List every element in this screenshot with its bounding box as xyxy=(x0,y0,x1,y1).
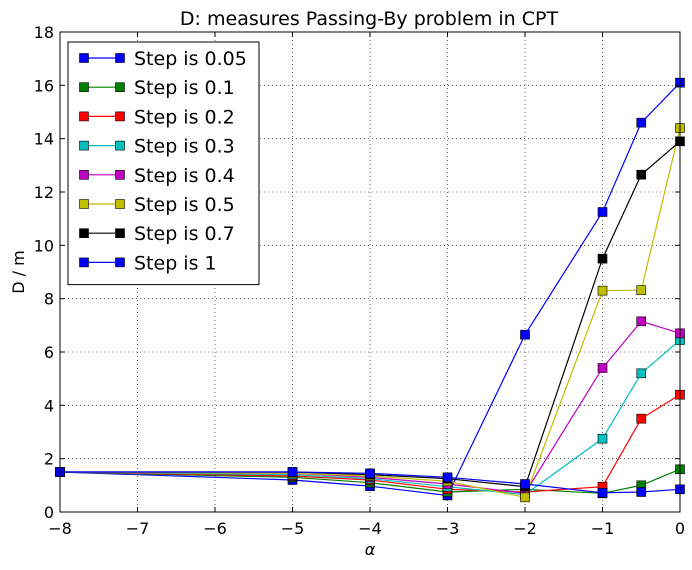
data-point xyxy=(597,363,608,373)
data-point xyxy=(636,117,647,128)
legend-item: Step is 0.1 xyxy=(79,77,235,99)
x-tick-label: 0 xyxy=(675,519,685,538)
x-tick-label: −4 xyxy=(358,519,382,538)
legend-marker xyxy=(115,53,125,63)
grid-lines xyxy=(60,32,680,512)
legend-marker xyxy=(115,140,125,151)
legend-item: Step is 0.5 xyxy=(79,194,235,216)
legend-label: Step is 0.3 xyxy=(134,136,235,158)
legend-item: Step is 1 xyxy=(79,252,217,274)
axis-ticks: −8 −7 −6 −5 −4 −3 −2 −1 0 0 2 4 6 8 10 12 14 16 18 xyxy=(34,23,685,538)
data-point xyxy=(636,169,647,180)
legend-marker xyxy=(115,111,125,122)
data-point xyxy=(636,413,647,424)
x-tick-label: −3 xyxy=(436,519,460,538)
legend-label: Step is 1 xyxy=(134,252,217,274)
data-point xyxy=(442,472,453,483)
series-line xyxy=(60,471,681,494)
data-point xyxy=(636,368,647,379)
legend-label: Step is 0.5 xyxy=(134,194,235,216)
y-tick-label: 10 xyxy=(34,236,54,255)
data-point xyxy=(287,467,298,477)
y-tick-label: 18 xyxy=(34,23,54,42)
legend-marker xyxy=(115,228,125,238)
legend-item: Step is 0.05 xyxy=(79,48,247,70)
y-tick-label: 6 xyxy=(44,343,54,362)
data-point xyxy=(636,316,647,327)
legend-label: Step is 0.7 xyxy=(134,223,235,245)
legend-label: Step is 0.05 xyxy=(134,48,247,70)
data-point xyxy=(597,433,608,444)
legend-item: Step is 0.2 xyxy=(79,106,235,128)
legend-marker xyxy=(115,257,125,268)
data-point xyxy=(636,285,647,295)
x-tick-label: −7 xyxy=(126,519,150,538)
chart-title: D: measures Passing-By problem in CPT xyxy=(180,8,559,30)
y-tick-label: 14 xyxy=(34,130,54,149)
legend-marker xyxy=(79,257,89,268)
legend-label: Step is 0.4 xyxy=(134,165,235,187)
legend-marker xyxy=(79,170,89,180)
legend-marker xyxy=(115,199,125,209)
legend-marker xyxy=(79,140,89,151)
legend-item: Step is 0.3 xyxy=(79,136,235,158)
x-tick-label: −5 xyxy=(281,519,305,538)
legend-marker xyxy=(115,170,125,180)
y-tick-label: 0 xyxy=(44,503,54,522)
data-point xyxy=(597,253,608,264)
x-tick-label: −6 xyxy=(203,519,227,538)
legend: Step is 0.05 Step is 0.1 Step is 0.2 Step i… xyxy=(67,41,260,286)
series-line xyxy=(59,320,681,494)
legend-item: Step is 0.4 xyxy=(79,165,235,187)
series-line xyxy=(59,82,681,497)
y-tick-label: 16 xyxy=(34,76,54,95)
x-tick-label: −2 xyxy=(513,519,537,538)
series-8 xyxy=(55,467,685,498)
data-point xyxy=(520,492,530,503)
data-point xyxy=(365,468,375,479)
legend-marker xyxy=(79,199,89,209)
legend-label: Step is 0.1 xyxy=(134,77,235,99)
legend-label: Step is 0.2 xyxy=(134,106,235,128)
data-point xyxy=(597,207,608,217)
data-point xyxy=(520,479,530,489)
series-line xyxy=(59,339,681,496)
x-axis-label: α xyxy=(365,540,376,559)
legend-marker xyxy=(79,111,89,122)
y-axis-label: D / m xyxy=(9,250,28,293)
data-point xyxy=(597,487,608,498)
legend-item: Step is 0.7 xyxy=(79,223,235,245)
y-tick-label: 12 xyxy=(34,183,54,202)
legend-marker xyxy=(79,53,89,63)
legend-marker xyxy=(79,82,89,92)
x-tick-label: −1 xyxy=(591,519,615,538)
legend-marker xyxy=(115,82,125,92)
y-tick-label: 2 xyxy=(44,450,54,469)
series-layer xyxy=(55,77,685,503)
legend-marker xyxy=(79,228,89,238)
series-line xyxy=(59,127,681,499)
data-point xyxy=(636,487,647,497)
y-tick-label: 8 xyxy=(44,290,54,309)
legend-box xyxy=(67,41,260,286)
y-tick-label: 4 xyxy=(44,396,54,415)
data-point xyxy=(597,285,608,296)
data-point xyxy=(520,329,530,340)
x-tick-label: −8 xyxy=(48,519,72,538)
